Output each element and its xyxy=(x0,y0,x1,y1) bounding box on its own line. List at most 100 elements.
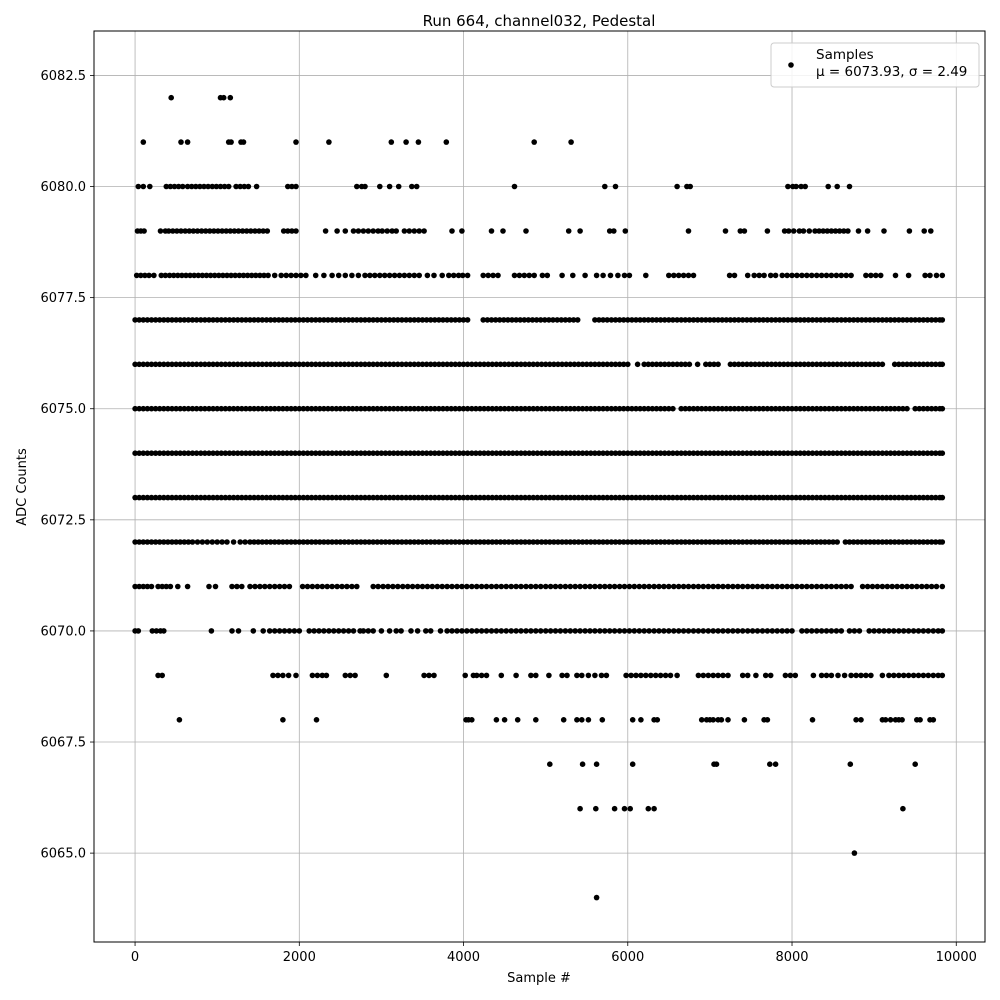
data-point xyxy=(333,405,340,412)
data-point xyxy=(309,583,316,590)
data-point xyxy=(752,539,758,545)
data-point xyxy=(434,583,441,590)
data-point xyxy=(846,317,853,323)
data-point xyxy=(263,317,270,323)
data-point xyxy=(300,317,307,323)
data-point xyxy=(813,539,820,545)
data-point xyxy=(875,405,881,412)
data-point xyxy=(768,361,775,368)
data-point xyxy=(916,405,923,412)
data-point xyxy=(140,183,147,190)
data-point xyxy=(321,317,327,323)
data-point xyxy=(808,272,815,279)
data-point xyxy=(592,450,598,457)
data-point xyxy=(237,539,243,545)
data-point xyxy=(824,228,831,234)
data-point xyxy=(869,583,876,590)
data-point xyxy=(891,628,897,634)
data-point xyxy=(720,672,726,679)
data-point xyxy=(355,228,362,234)
data-point xyxy=(344,583,350,590)
data-point xyxy=(571,539,578,545)
data-point xyxy=(431,272,437,279)
data-point xyxy=(596,405,602,412)
data-point xyxy=(152,450,159,457)
data-point xyxy=(522,450,528,457)
data-point xyxy=(602,583,608,590)
data-point xyxy=(169,494,175,501)
data-point xyxy=(226,317,233,323)
data-point xyxy=(611,805,618,812)
data-point xyxy=(739,405,746,412)
data-point xyxy=(818,361,824,368)
data-point xyxy=(276,494,282,501)
data-point xyxy=(148,405,155,412)
data-point xyxy=(317,494,323,501)
data-point xyxy=(165,317,171,323)
data-point xyxy=(924,539,931,545)
data-point xyxy=(485,361,492,368)
data-point xyxy=(349,317,356,323)
data-point xyxy=(271,405,278,412)
data-point xyxy=(830,317,836,323)
data-point xyxy=(151,272,157,279)
data-point xyxy=(928,539,935,545)
data-point xyxy=(510,494,516,501)
data-point xyxy=(216,272,222,279)
data-point xyxy=(538,494,545,501)
data-point xyxy=(460,361,467,368)
data-point xyxy=(349,361,356,368)
data-point xyxy=(620,361,627,368)
data-point xyxy=(193,450,200,457)
data-point xyxy=(662,672,669,679)
data-point xyxy=(375,583,381,590)
data-point xyxy=(715,361,721,368)
data-point xyxy=(651,628,657,634)
data-point xyxy=(148,361,155,368)
data-point xyxy=(939,317,946,323)
data-point xyxy=(735,494,742,501)
data-point xyxy=(321,628,327,634)
data-point xyxy=(419,361,426,368)
data-point xyxy=(211,272,218,279)
data-point xyxy=(198,450,204,457)
data-point xyxy=(240,272,247,279)
data-point xyxy=(868,272,874,279)
data-point xyxy=(500,228,506,234)
data-point xyxy=(604,361,610,368)
data-point xyxy=(789,317,795,323)
data-point xyxy=(912,494,918,501)
data-point xyxy=(867,361,873,368)
data-point xyxy=(871,361,877,368)
data-point xyxy=(900,805,906,812)
data-point xyxy=(856,628,863,634)
data-point xyxy=(534,539,541,545)
data-point xyxy=(730,583,736,590)
data-point xyxy=(703,361,709,368)
data-point xyxy=(406,228,413,234)
data-point xyxy=(797,539,803,545)
data-point xyxy=(243,450,249,457)
data-point xyxy=(173,450,179,457)
data-point xyxy=(685,628,692,634)
data-point xyxy=(588,494,594,501)
data-point xyxy=(537,628,544,634)
data-point xyxy=(366,450,372,457)
data-point xyxy=(939,672,946,679)
data-point xyxy=(189,450,196,457)
data-point xyxy=(854,361,861,368)
data-point xyxy=(280,717,286,723)
data-point xyxy=(444,628,450,634)
data-point xyxy=(478,672,485,679)
data-point xyxy=(858,672,864,679)
data-point xyxy=(370,583,377,590)
data-point xyxy=(340,628,347,634)
data-point xyxy=(670,539,676,545)
data-point xyxy=(251,539,257,545)
data-point xyxy=(211,228,217,234)
data-point xyxy=(271,317,278,323)
data-point xyxy=(370,361,377,368)
data-point xyxy=(579,717,585,723)
data-point xyxy=(460,317,467,323)
data-point xyxy=(132,405,138,412)
